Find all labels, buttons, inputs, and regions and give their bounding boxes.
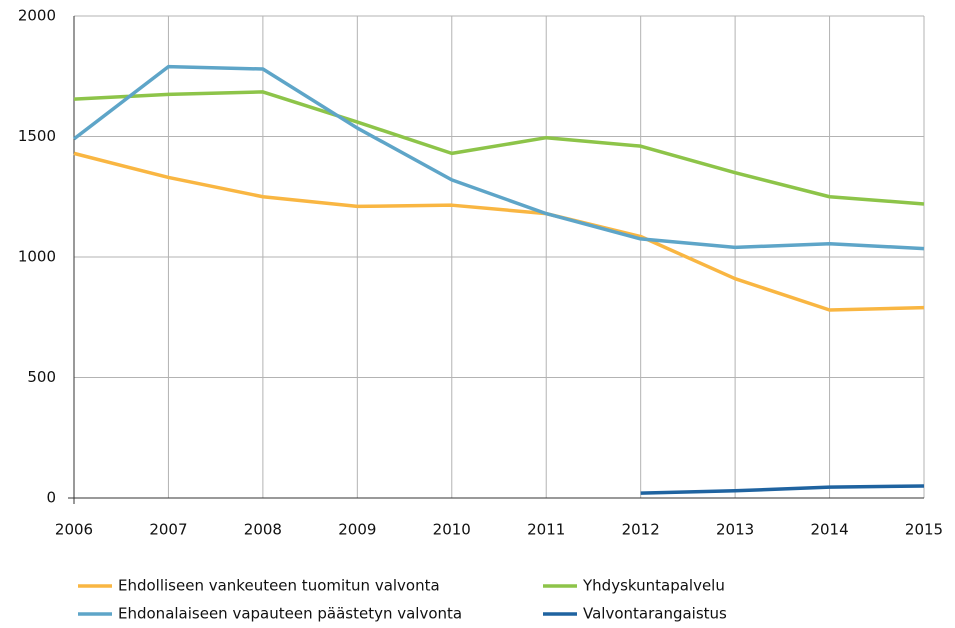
x-tick-label: 2008 <box>244 521 282 539</box>
y-tick-label: 1500 <box>18 127 56 145</box>
y-tick-label: 2000 <box>18 7 56 25</box>
legend-label: Ehdolliseen vankeuteen tuomitun valvonta <box>118 577 440 595</box>
legend-label: Yhdyskuntapalvelu <box>582 577 725 595</box>
x-tick-label: 2006 <box>55 521 93 539</box>
x-tick-label: 2010 <box>433 521 471 539</box>
x-tick-label: 2011 <box>527 521 565 539</box>
y-tick-label: 1000 <box>18 248 56 266</box>
legend-label: Valvontarangaistus <box>583 605 727 623</box>
series-line <box>73 90 925 206</box>
series-line <box>73 151 925 312</box>
x-tick-label: 2015 <box>905 521 943 539</box>
y-tick-label: 0 <box>46 489 56 507</box>
x-tick-label: 2014 <box>810 521 848 539</box>
series-line <box>640 484 925 495</box>
x-tick-label: 2007 <box>149 521 187 539</box>
series-line <box>72 64 925 251</box>
x-tick-label: 2013 <box>716 521 754 539</box>
x-tick-label: 2012 <box>622 521 660 539</box>
x-tick-label: 2009 <box>338 521 376 539</box>
y-tick-label: 500 <box>27 368 56 386</box>
legend-label: Ehdonalaiseen vapauteen päästetyn valvon… <box>118 605 462 623</box>
